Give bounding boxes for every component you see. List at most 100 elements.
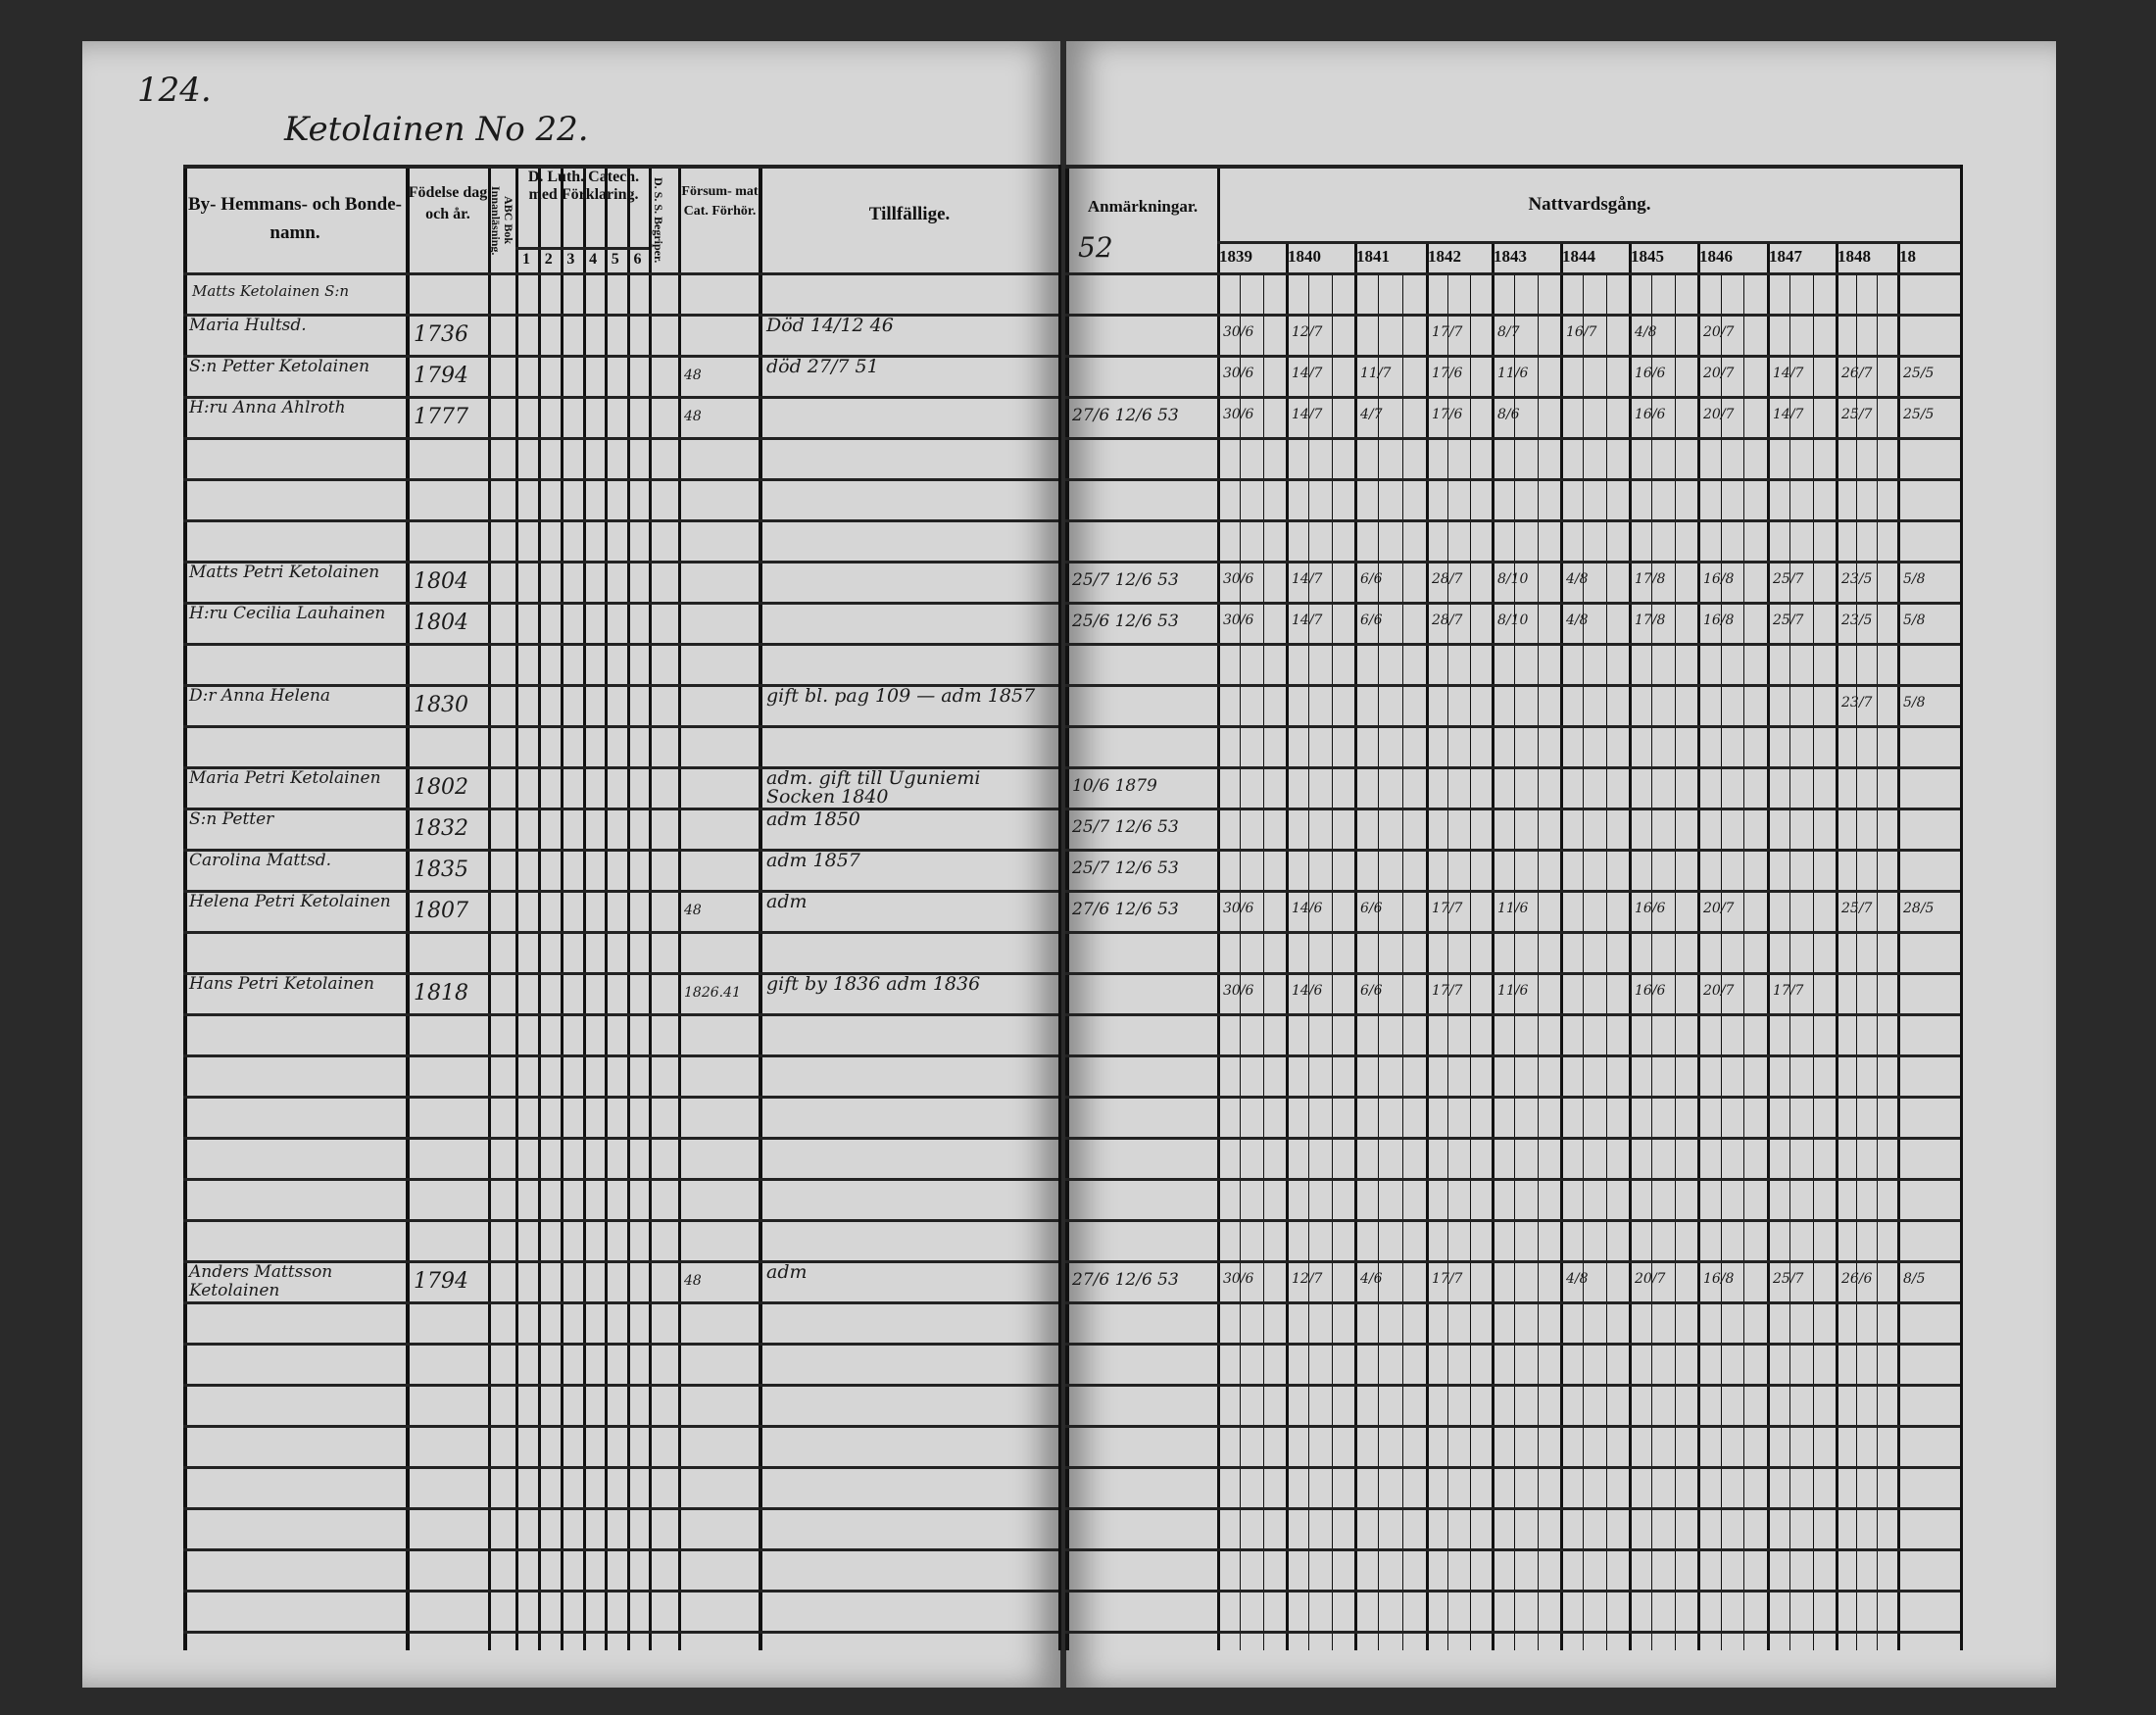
communion-date: 26/6	[1841, 1271, 1873, 1287]
row-rule	[1065, 1590, 1960, 1592]
tillfallige-note: gift bl. pag 109 — adm 1857	[766, 685, 1036, 707]
communion-date: 16/6	[1635, 901, 1666, 916]
communion-date: 5/8	[1903, 695, 1926, 710]
communion-date: 4/8	[1635, 324, 1657, 340]
subcolumn-rule	[1401, 272, 1403, 1650]
communion-date: 17/6	[1432, 366, 1463, 381]
communion-date: 8/10	[1497, 571, 1529, 587]
communion-date: 16/7	[1566, 324, 1597, 340]
communion-date: 20/7	[1703, 983, 1735, 999]
row-rule	[183, 478, 1058, 481]
subcolumn-rule	[1789, 272, 1791, 1650]
communion-date: 14/7	[1773, 366, 1804, 381]
catech-rule	[515, 247, 649, 250]
anmarkning: 27/6 12/6 53	[1072, 900, 1179, 919]
communion-date: 17/8	[1635, 612, 1666, 628]
communion-date: 17/7	[1432, 1271, 1463, 1287]
row-rule	[1065, 272, 1960, 275]
tillfallige-note: adm 1857	[766, 850, 860, 871]
row-rule	[183, 1343, 1058, 1346]
column-rule	[1492, 243, 1494, 1650]
header-catech: D. Luth. Catech. med Förklaring.	[527, 169, 640, 203]
column-rule	[488, 165, 491, 1650]
anmarkning: 25/6 12/6 53	[1072, 612, 1179, 631]
subcolumn-rule	[1331, 272, 1333, 1650]
birth-year: 1794	[414, 364, 468, 388]
subcolumn-rule	[1514, 272, 1516, 1650]
year-header: 1847	[1769, 247, 1802, 266]
communion-date: 5/8	[1903, 612, 1926, 628]
row-rule	[1065, 725, 1960, 728]
communion-date: 20/7	[1635, 1271, 1666, 1287]
anmarkning: 27/6 12/6 53	[1072, 1270, 1179, 1290]
column-rule	[1629, 243, 1632, 1650]
column-rule	[1560, 243, 1563, 1650]
subcolumn-rule	[1856, 272, 1857, 1650]
communion-date: 4/7	[1360, 407, 1383, 422]
catech-col-number: 4	[589, 251, 598, 268]
row-rule	[183, 1178, 1058, 1181]
row-rule	[183, 931, 1058, 934]
header-dss: D. S. S. Begriper.	[652, 177, 665, 264]
forsummat: 48	[684, 903, 702, 918]
communion-date: 17/8	[1635, 571, 1666, 587]
row-rule	[1065, 314, 1960, 317]
row-rule	[1065, 478, 1960, 481]
row-rule	[1065, 684, 1960, 687]
row-rule	[183, 561, 1058, 564]
year-header: 1839	[1219, 247, 1252, 266]
communion-date: 23/5	[1841, 612, 1873, 628]
row-rule	[1065, 1013, 1960, 1016]
year-header: 1843	[1494, 247, 1527, 266]
tillfallige-note: Död 14/12 46	[766, 315, 894, 336]
row-rule	[183, 314, 1058, 317]
row-rule	[183, 1631, 1058, 1634]
year-header: 1841	[1356, 247, 1390, 266]
farm-title: Ketolainen No 22.	[284, 110, 589, 149]
communion-date: 16/8	[1703, 612, 1735, 628]
column-rule	[561, 165, 564, 1650]
communion-date: 17/7	[1773, 983, 1804, 999]
communion-date: 6/6	[1360, 612, 1383, 628]
row-rule	[1065, 849, 1960, 852]
subcolumn-rule	[1812, 272, 1814, 1650]
header-abc: ABC Bok Innanläsning.	[489, 185, 515, 256]
tillfallige-note: adm	[766, 891, 808, 912]
person-name: Maria Hultsd.	[189, 316, 307, 335]
communion-date: 30/6	[1223, 983, 1254, 999]
year-header: 18	[1899, 247, 1916, 266]
header-tillfallige: Tillfällige.	[868, 204, 951, 224]
row-rule	[183, 519, 1058, 522]
person-name: H:ru Anna Ahlroth	[189, 398, 346, 417]
anmarkning: 27/6 12/6 53	[1072, 406, 1179, 425]
communion-date: 12/7	[1292, 1271, 1323, 1287]
column-rule	[1897, 243, 1900, 1650]
forsummat: 48	[684, 1273, 702, 1289]
year-header: 1840	[1288, 247, 1321, 266]
column-rule	[627, 165, 630, 1650]
row-rule	[183, 355, 1058, 358]
tillfallige-note: adm	[766, 1261, 808, 1283]
catech-col-number: 6	[633, 251, 642, 268]
row-rule	[183, 684, 1058, 687]
catech-col-number: 3	[566, 251, 575, 268]
row-rule	[1065, 766, 1960, 769]
person-name: Hans Petri Ketolainen	[189, 974, 374, 994]
row-rule	[183, 1096, 1058, 1099]
row-rule	[183, 1590, 1058, 1592]
communion-date: 25/5	[1903, 366, 1935, 381]
table-top-rule	[183, 165, 1058, 169]
birth-year: 1807	[414, 899, 468, 923]
communion-date: 12/7	[1292, 324, 1323, 340]
birth-year: 1804	[414, 611, 468, 635]
communion-date: 30/6	[1223, 612, 1254, 628]
communion-date: 14/6	[1292, 901, 1323, 916]
row-rule	[1065, 1137, 1960, 1140]
subcolumn-rule	[1583, 272, 1585, 1650]
communion-date: 8/10	[1497, 612, 1529, 628]
row-rule	[183, 1219, 1058, 1222]
entry-note: Matts Ketolainen S:n	[192, 282, 350, 300]
subcolumn-rule	[1240, 272, 1242, 1650]
year-header: 1844	[1562, 247, 1595, 266]
header-nattvard: Nattvardsgång.	[1528, 194, 1651, 215]
